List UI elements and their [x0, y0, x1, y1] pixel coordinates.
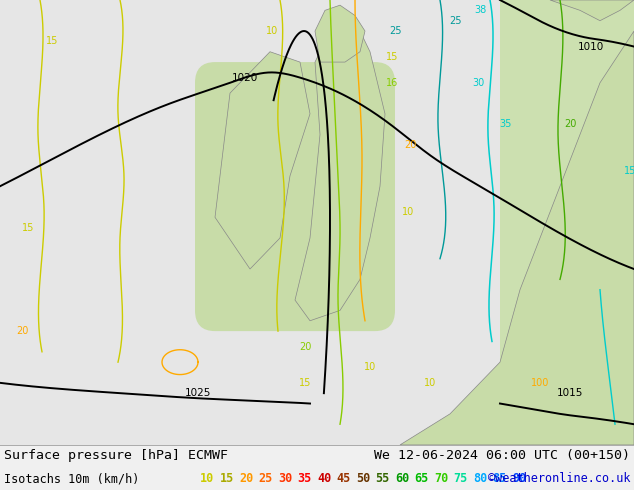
- Text: 15: 15: [46, 36, 58, 47]
- Text: 1015: 1015: [557, 388, 583, 398]
- Text: 38: 38: [474, 5, 486, 15]
- Text: ©weatheronline.co.uk: ©weatheronline.co.uk: [488, 472, 630, 486]
- Text: 85: 85: [493, 472, 507, 486]
- Text: 45: 45: [337, 472, 351, 486]
- Text: 10: 10: [424, 378, 436, 388]
- Text: 20: 20: [404, 140, 416, 150]
- Text: 16: 16: [386, 78, 398, 88]
- Text: 20: 20: [564, 119, 576, 129]
- Text: 20: 20: [299, 342, 311, 352]
- Text: 35: 35: [297, 472, 312, 486]
- Text: 90: 90: [512, 472, 526, 486]
- Text: 75: 75: [453, 472, 468, 486]
- Text: 1025: 1025: [185, 388, 211, 398]
- Text: 30: 30: [472, 78, 484, 88]
- Polygon shape: [400, 31, 634, 445]
- Text: 60: 60: [395, 472, 410, 486]
- Text: 15: 15: [386, 52, 398, 62]
- Text: 65: 65: [415, 472, 429, 486]
- Text: 20: 20: [16, 326, 28, 336]
- Text: 15: 15: [22, 222, 34, 233]
- Text: Isotachs 10m (km/h): Isotachs 10m (km/h): [4, 472, 139, 486]
- Text: 50: 50: [356, 472, 370, 486]
- Text: 100: 100: [531, 378, 549, 388]
- Text: 10: 10: [200, 472, 214, 486]
- Text: 1010: 1010: [578, 42, 604, 51]
- Text: 10: 10: [364, 362, 376, 372]
- Text: 1020: 1020: [232, 73, 258, 83]
- Text: 10: 10: [402, 207, 414, 217]
- Text: We 12-06-2024 06:00 UTC (00+150): We 12-06-2024 06:00 UTC (00+150): [374, 449, 630, 463]
- Text: Surface pressure [hPa] ECMWF: Surface pressure [hPa] ECMWF: [4, 449, 228, 463]
- FancyBboxPatch shape: [195, 62, 395, 331]
- Text: 70: 70: [434, 472, 448, 486]
- Text: 40: 40: [317, 472, 331, 486]
- Text: 15: 15: [299, 378, 311, 388]
- Text: 25: 25: [259, 472, 273, 486]
- Bar: [500, 0, 634, 445]
- Polygon shape: [550, 0, 634, 21]
- Text: 15: 15: [219, 472, 234, 486]
- Text: 30: 30: [278, 472, 292, 486]
- Text: 35: 35: [499, 119, 511, 129]
- Polygon shape: [315, 5, 365, 62]
- Text: 20: 20: [239, 472, 253, 486]
- Text: 25: 25: [389, 26, 401, 36]
- Polygon shape: [295, 21, 385, 321]
- Text: 15: 15: [624, 166, 634, 176]
- Text: 10: 10: [266, 26, 278, 36]
- Text: 25: 25: [449, 16, 462, 25]
- Text: 55: 55: [375, 472, 390, 486]
- Text: 80: 80: [473, 472, 488, 486]
- Polygon shape: [215, 52, 310, 269]
